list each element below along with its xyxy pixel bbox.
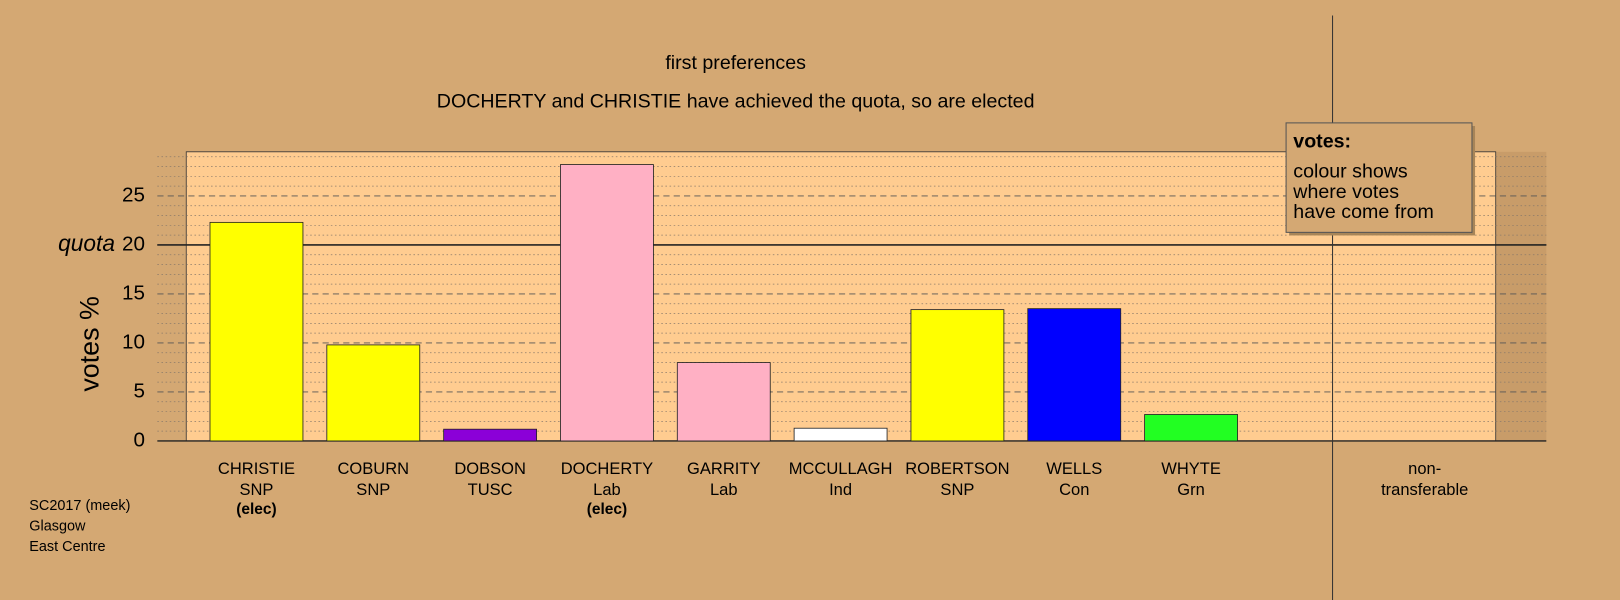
party-label: Lab: [710, 480, 738, 499]
status-label: (elec): [236, 501, 276, 518]
party-label: Lab: [593, 480, 621, 499]
party-label: Ind: [829, 480, 852, 499]
quota-label: quota: [58, 230, 115, 256]
legend-text: colour shows: [1293, 161, 1408, 183]
x-tick-label: WELLS: [1046, 459, 1102, 478]
chart-subtitle: DOCHERTY and CHRISTIE have achieved the …: [437, 90, 1035, 112]
x-tick-label: GARRITY: [687, 459, 760, 478]
x-tick-label: WHYTE: [1161, 459, 1221, 478]
x-tick-label: ROBERTSON: [905, 459, 1009, 478]
y-tick-label: 15: [122, 281, 145, 304]
party-label: Con: [1059, 480, 1089, 499]
y-axis-label: votes %: [74, 296, 104, 392]
x-tick-label: MCCULLAGH: [789, 459, 893, 478]
legend-text: where votes: [1292, 181, 1399, 203]
x-tick-label: DOCHERTY: [561, 459, 653, 478]
legend-box: [1285, 122, 1473, 233]
bar: [793, 427, 888, 442]
chart-title: first preferences: [665, 52, 806, 74]
party-label: SNP: [356, 480, 390, 499]
legend-text: have come from: [1293, 201, 1434, 223]
x-tick-label: COBURN: [338, 459, 410, 478]
y-tick-label: 10: [122, 330, 145, 353]
y-tick-label: 5: [133, 379, 144, 402]
footer-text: SC2017 (meek): [29, 498, 130, 514]
shade: [1495, 151, 1547, 441]
bar: [1144, 414, 1238, 442]
party-label: SNP: [940, 480, 974, 499]
footer-text: Glasgow: [29, 518, 86, 534]
x-tick-label: CHRISTIE: [218, 459, 295, 478]
bar: [910, 309, 1005, 442]
y-tick-label: 25: [122, 183, 145, 206]
party-label: SNP: [239, 480, 273, 499]
x-tick-label: DOBSON: [454, 459, 526, 478]
bar: [443, 428, 538, 442]
status-label: (elec): [587, 501, 627, 518]
non-transferable-label: transferable: [1381, 480, 1468, 499]
party-label: TUSC: [468, 480, 513, 499]
bar: [676, 362, 771, 442]
footer-text: East Centre: [29, 539, 105, 555]
party-label: Grn: [1177, 480, 1205, 499]
non-transferable-label: non-: [1408, 459, 1441, 478]
bar: [1027, 308, 1122, 442]
y-tick-label: 20: [122, 232, 145, 255]
y-tick-label: 0: [133, 428, 144, 451]
footer: SC2017 (meek) Glasgow East Centre: [29, 498, 130, 555]
bar: [560, 164, 654, 442]
legend-title: votes:: [1293, 131, 1351, 153]
bar: [209, 221, 304, 442]
bar: [326, 344, 421, 442]
